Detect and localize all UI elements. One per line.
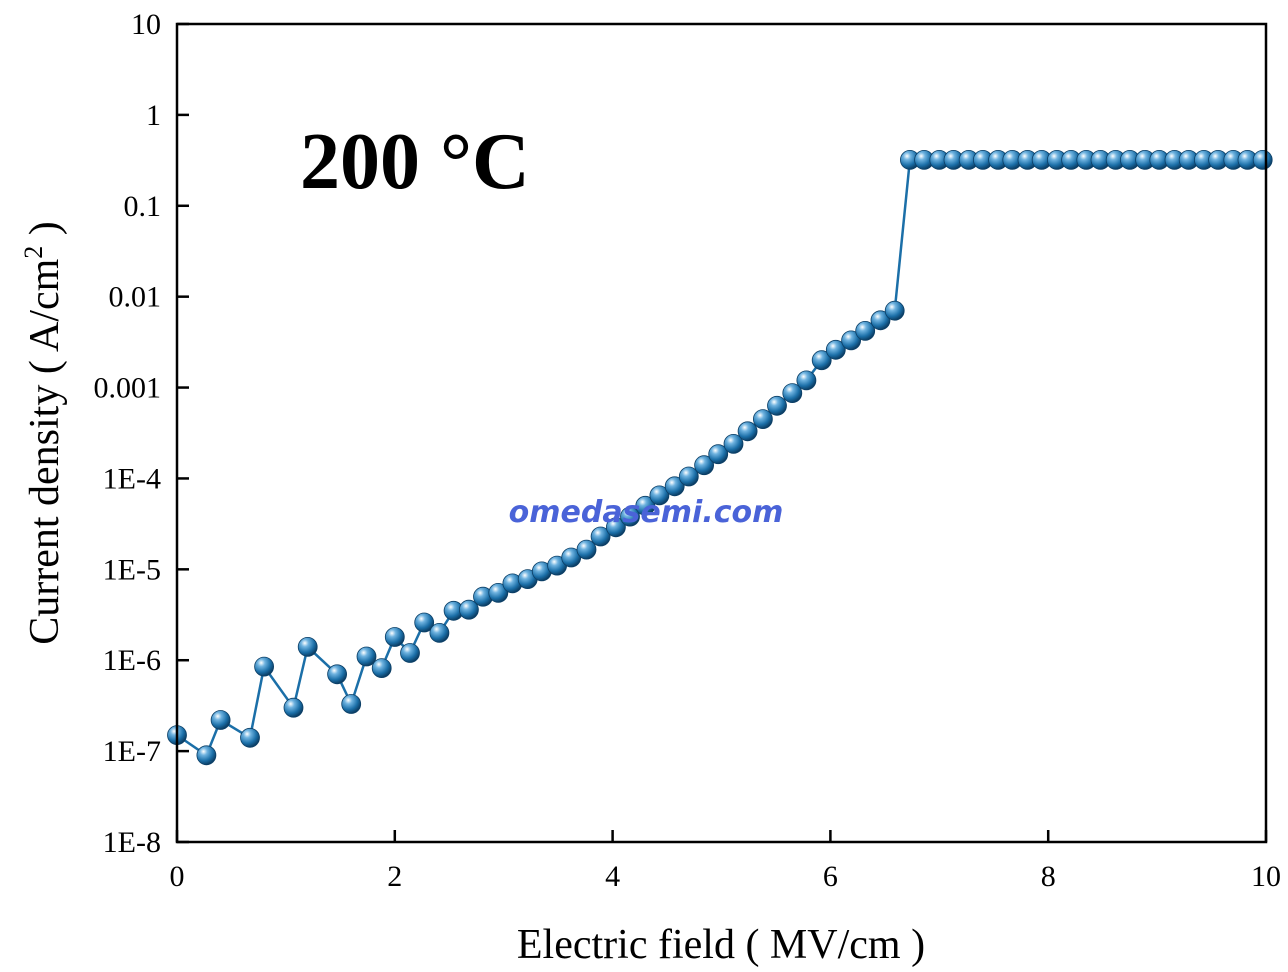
y-tick-label: 1E-5 (103, 553, 161, 586)
data-point (590, 526, 611, 547)
watermark: omedasemi.com (509, 495, 784, 530)
data-point (796, 370, 817, 391)
y-axis-label: Current density ( A/cm2 ) (19, 221, 68, 645)
data-point (649, 485, 670, 506)
y-tick-label: 0.001 (94, 372, 162, 405)
data-point (283, 697, 304, 718)
data-point (240, 727, 260, 748)
data-point (855, 320, 876, 341)
y-tick-label: 1E-6 (103, 644, 161, 677)
data-point (606, 517, 626, 538)
data-series (167, 149, 1273, 766)
data-point (1252, 149, 1273, 170)
data-point (620, 506, 640, 527)
data-point (384, 627, 405, 647)
x-tick-label: 0 (170, 860, 185, 893)
data-point (400, 643, 420, 663)
y-tick-label: 1 (146, 99, 161, 132)
data-point (414, 612, 435, 633)
x-tick-label: 10 (1251, 860, 1281, 893)
data-point (341, 694, 362, 714)
data-point (429, 623, 450, 643)
x-axis-ticks: 0 2 4 6 8 10 (170, 830, 1281, 893)
data-point (356, 646, 377, 667)
y-tick-label: 1E-4 (103, 462, 161, 495)
temperature-annotation: 200 °C (300, 118, 530, 206)
data-point (811, 350, 832, 371)
data-point (870, 310, 891, 331)
y-tick-label: 10 (131, 8, 161, 41)
data-point (254, 656, 275, 677)
data-point (767, 395, 787, 416)
y-tick-label: 0.1 (124, 190, 162, 223)
data-point (458, 599, 479, 620)
data-point (488, 583, 509, 603)
data-point (841, 330, 861, 351)
data-point (196, 745, 217, 766)
x-tick-label: 8 (1041, 860, 1056, 893)
data-point (664, 476, 685, 497)
x-tick-label: 6 (823, 860, 838, 893)
data-point (782, 383, 803, 404)
data-point (723, 433, 744, 454)
x-tick-label: 4 (605, 860, 620, 893)
y-axis-label-main: Current density ( A/cm (22, 258, 68, 644)
plot-frame (175, 22, 1268, 844)
data-point (825, 339, 846, 360)
data-point (737, 421, 758, 442)
data-point (371, 658, 392, 678)
x-tick-label: 2 (387, 860, 402, 893)
data-point (884, 300, 905, 321)
y-tick-label: 1E-7 (103, 735, 161, 768)
data-point (327, 664, 348, 685)
data-point (635, 495, 656, 516)
y-tick-label: 1E-8 (103, 826, 161, 859)
y-axis-label-close: ) (22, 221, 68, 246)
y-axis-ticks: 1E-8 1E-7 1E-6 1E-5 1E-4 0.001 0.01 0.1 1 10 (94, 8, 189, 859)
data-point (576, 539, 597, 560)
y-tick-label: 0.01 (109, 281, 162, 314)
data-point (708, 444, 729, 465)
x-axis-label: Electric field ( MV/cm ) (517, 922, 925, 968)
data-point (678, 466, 699, 487)
y-axis-label-superscript: 2 (19, 246, 48, 259)
data-point (753, 409, 773, 430)
data-point (210, 710, 231, 730)
data-point (297, 637, 318, 657)
data-point (694, 455, 714, 476)
